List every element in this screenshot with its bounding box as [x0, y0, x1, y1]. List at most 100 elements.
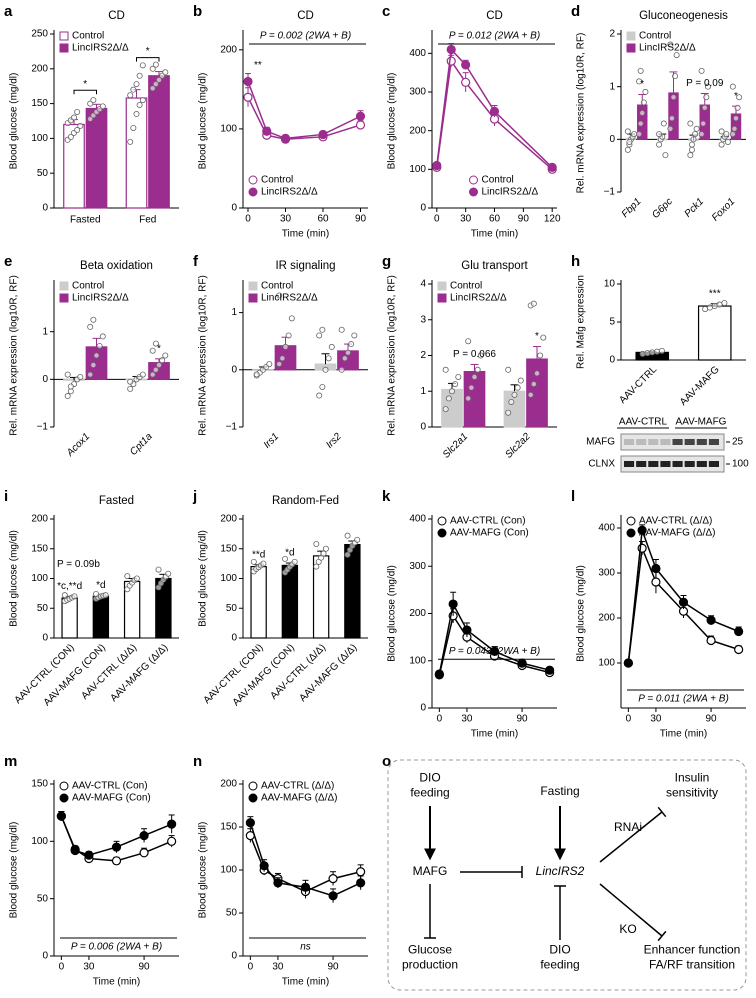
- data-point: [489, 106, 500, 116]
- x-tick-label: Slc2a1: [441, 431, 470, 460]
- data-point: [687, 120, 694, 127]
- series-line: [249, 822, 361, 897]
- data-point: [702, 306, 709, 313]
- data-point: [701, 104, 708, 111]
- data-point: [152, 340, 159, 347]
- data-point: [355, 111, 366, 121]
- data-point: [300, 882, 311, 892]
- blot-band: [708, 461, 719, 467]
- legend-label: LincIRS2Δ/Δ: [450, 293, 507, 304]
- significance: *c,**d: [57, 581, 82, 592]
- data-point: [448, 599, 458, 609]
- data-point: [445, 395, 452, 402]
- blot-band: [708, 439, 719, 445]
- legend-marker: [59, 793, 69, 803]
- data-point: [540, 334, 547, 341]
- data-point: [693, 125, 700, 132]
- significance: *: [146, 46, 150, 57]
- y-tick-label: 150: [31, 98, 48, 109]
- y-tick-label: 200: [409, 608, 426, 619]
- y-tick-label: 150: [31, 779, 48, 790]
- legend-swatch: [59, 293, 69, 303]
- legend-label: Control: [639, 31, 671, 42]
- data-point: [245, 818, 255, 828]
- legend-marker: [626, 516, 636, 526]
- chart-title: Glu transport: [461, 260, 528, 272]
- data-point: [136, 72, 143, 79]
- data-point: [688, 141, 695, 148]
- y-tick-label: 400: [409, 48, 426, 59]
- x-tick-label: Irs2: [324, 431, 344, 451]
- annotation: P = 0.002 (2WA + B): [260, 31, 351, 42]
- x-tick-label: 90: [517, 714, 529, 725]
- legend-label: LincIRS2Δ/Δ: [639, 43, 696, 54]
- data-point: [127, 385, 134, 392]
- x-tick-label: Fbp1: [620, 196, 644, 220]
- y-axis-label: Rel. mRNA expression (log10R, RF): [198, 275, 209, 436]
- data-point: [545, 665, 555, 675]
- data-point: [706, 635, 716, 646]
- annotation: P = 0.09b: [57, 559, 100, 570]
- y-axis-label: Blood glucose (mg/dl): [9, 822, 20, 919]
- series-line: [60, 815, 172, 856]
- size-marker: 25: [732, 437, 744, 448]
- data-point: [527, 391, 534, 398]
- y-tick-label: 0: [231, 203, 237, 214]
- legend-marker: [437, 528, 447, 538]
- y-tick-label: 100: [409, 655, 426, 666]
- y-tick-label: 2: [609, 29, 615, 40]
- y-tick-label: 0: [231, 633, 237, 644]
- y-axis-label: Blood glucose (mg/dl): [387, 565, 398, 662]
- y-tick-label: −1: [226, 422, 238, 433]
- data-point: [477, 352, 484, 359]
- data-point: [468, 384, 475, 391]
- bar: [92, 595, 110, 639]
- x-tick-label: 0: [245, 214, 251, 225]
- data-point: [706, 304, 713, 311]
- legend-label: Control: [261, 281, 293, 292]
- data-point: [139, 62, 146, 69]
- x-tick-label: 90: [139, 962, 151, 973]
- data-point: [351, 332, 358, 339]
- data-point: [139, 371, 146, 378]
- x-tick-label: Irs1: [262, 431, 282, 451]
- data-point: [530, 300, 537, 307]
- x-tick-label: Fed: [139, 215, 156, 226]
- significance: *: [535, 331, 539, 342]
- blot-band: [624, 439, 635, 445]
- data-point: [452, 381, 459, 388]
- diagram-frame: [387, 759, 747, 991]
- legend-marker: [626, 528, 636, 538]
- data-point: [162, 69, 169, 76]
- legend-label: AAV-MAFG (Con): [72, 793, 151, 804]
- data-point: [642, 88, 649, 95]
- chart-title: Fasted: [99, 495, 134, 507]
- data-point: [508, 398, 515, 405]
- data-point: [70, 845, 80, 856]
- data-point: [734, 644, 744, 655]
- data-point: [149, 65, 156, 72]
- data-point: [471, 373, 478, 380]
- x-tick-label: 30: [460, 214, 472, 225]
- data-point: [432, 160, 442, 171]
- data-point: [84, 850, 94, 860]
- data-point: [74, 127, 81, 134]
- data-point: [313, 540, 320, 547]
- data-point: [672, 73, 679, 80]
- data-point: [77, 373, 84, 380]
- data-point: [133, 111, 140, 118]
- inhibition-end: [657, 806, 667, 818]
- data-point: [662, 152, 669, 159]
- data-point: [341, 355, 348, 362]
- x-tick-label: 30: [280, 214, 292, 225]
- size-marker: 100: [732, 459, 749, 470]
- x-tick-label: Foxo1: [710, 196, 737, 223]
- x-tick-label: 30: [461, 714, 473, 725]
- y-tick-label: 0: [420, 703, 426, 714]
- inhibition-end: [657, 930, 667, 942]
- y-tick-label: 4: [420, 279, 426, 290]
- data-point: [319, 326, 326, 333]
- data-point: [690, 136, 697, 143]
- annotation: P = 0.043 (2WA + B): [449, 646, 540, 657]
- data-point: [547, 162, 557, 172]
